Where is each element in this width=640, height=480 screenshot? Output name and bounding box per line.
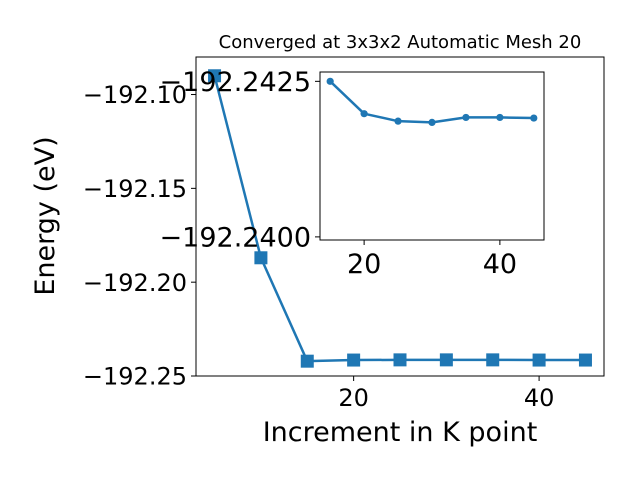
inset-data-point	[428, 118, 436, 126]
main-y-tick-label: −192.25	[83, 363, 187, 391]
inset-y-tick-label: −192.2400	[160, 223, 311, 254]
inset-y-tick-label: −192.2425	[160, 67, 311, 98]
main-x-tick-label: 20	[338, 384, 369, 412]
main-y-tick-label: −192.20	[83, 269, 187, 297]
main-data-point	[532, 353, 546, 367]
main-y-tick-label: −192.15	[83, 175, 187, 203]
inset-data-point	[496, 113, 504, 122]
inset-x-tick-label: 40	[483, 249, 517, 280]
main-x-tick-label: 40	[524, 384, 555, 412]
main-data-point	[208, 69, 222, 83]
main-data-point	[486, 353, 500, 367]
inset-axes: 20 40 −192.2425 −192.2400	[160, 67, 545, 280]
inset-plot-area	[319, 71, 545, 241]
inset-data-point	[530, 114, 538, 122]
main-axes: 20 40 −192.25 −192.20 −192.15 −192.10 Converg…	[30, 32, 605, 448]
main-data-point	[393, 353, 407, 367]
main-data-point	[300, 354, 314, 368]
inset-data-point	[326, 77, 334, 85]
main-data-point	[439, 353, 453, 367]
main-data-point	[347, 353, 361, 367]
chart-title: Converged at 3x3x2 Automatic Mesh 20	[219, 32, 582, 53]
main-data-point	[254, 251, 268, 265]
main-y-tick-label: −192.10	[83, 81, 187, 109]
y-axis-label: Energy (eV)	[30, 136, 61, 295]
inset-data-point	[462, 113, 470, 122]
inset-data-point	[360, 110, 368, 118]
inset-data-point	[394, 117, 402, 125]
main-plot-area	[195, 56, 605, 377]
main-data-point	[578, 353, 592, 367]
inset-x-tick-label: 20	[347, 249, 381, 280]
x-axis-label: Increment in K point	[263, 417, 538, 448]
